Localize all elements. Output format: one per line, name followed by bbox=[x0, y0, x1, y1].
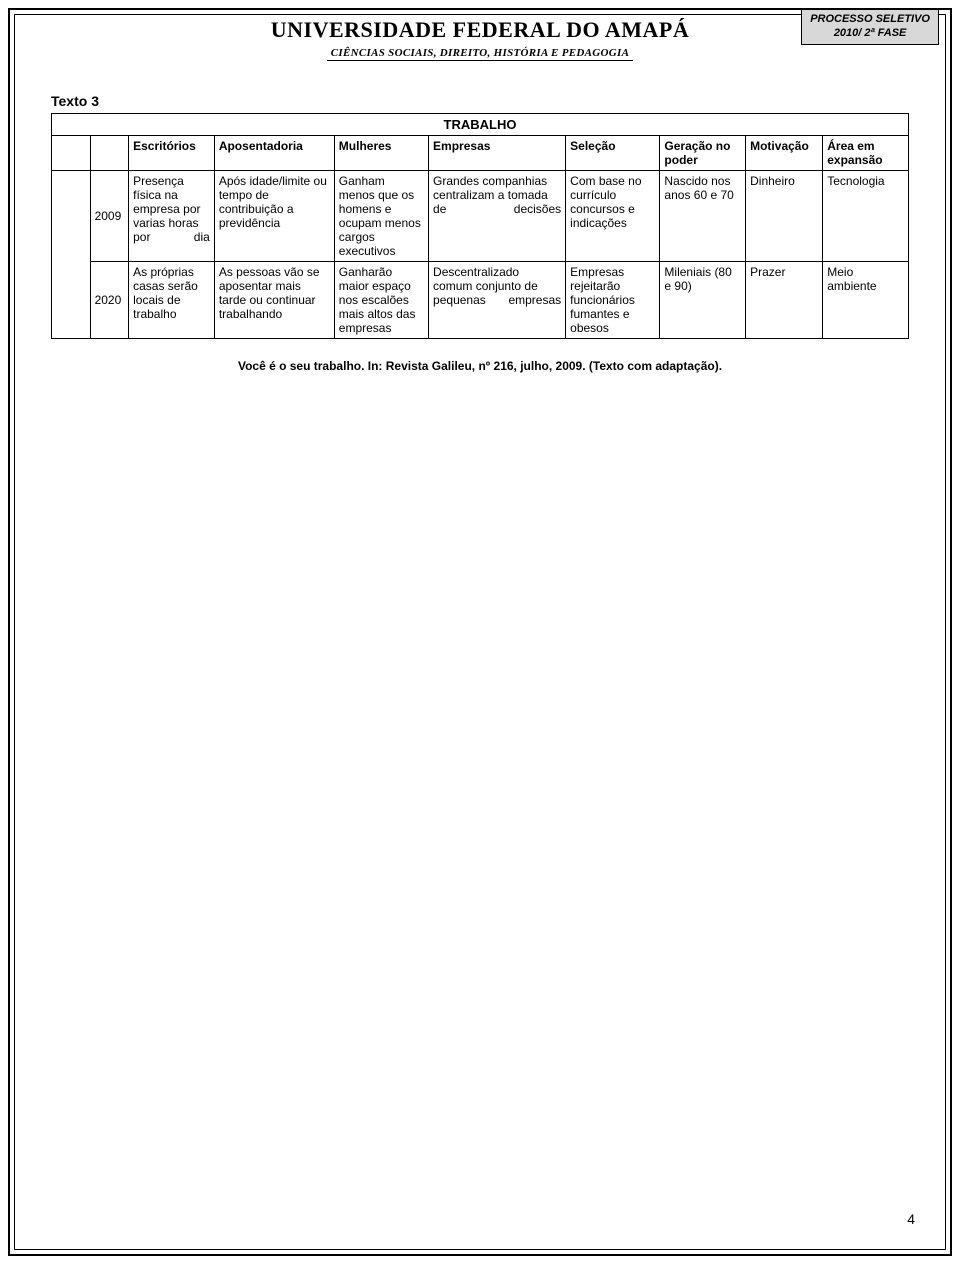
table-title: TRABALHO bbox=[52, 114, 909, 136]
inner-border: UNIVERSIDADE FEDERAL DO AMAPÁ CIÊNCIAS S… bbox=[14, 14, 946, 1250]
header-empresas: Empresas bbox=[429, 136, 566, 171]
page: UNIVERSIDADE FEDERAL DO AMAPÁ CIÊNCIAS S… bbox=[0, 0, 960, 1264]
content-area: Texto 3 TRABALHO bbox=[15, 63, 945, 373]
cell-year-2009: 2009 bbox=[90, 171, 129, 262]
page-number: 4 bbox=[907, 1211, 915, 1227]
university-title: UNIVERSIDADE FEDERAL DO AMAPÁ bbox=[23, 17, 937, 43]
cell-empresas-2009: Grandes companhias centralizam a tomada … bbox=[429, 171, 566, 262]
table-header-row: Escritórios Aposentadoria Mulheres Empre… bbox=[52, 136, 909, 171]
trabalho-table: TRABALHO Escritórios Aposentadoria Mulhe… bbox=[51, 113, 909, 339]
header-aposentadoria: Aposentadoria bbox=[214, 136, 334, 171]
cell-aposentadoria-2020: As pessoas vão se aposentar mais tarde o… bbox=[214, 262, 334, 339]
cell-mulheres-2009: Ganham menos que os homens e ocupam meno… bbox=[334, 171, 428, 262]
section-label: Texto 3 bbox=[51, 93, 909, 109]
header-selecao: Seleção bbox=[566, 136, 660, 171]
cell-motivacao-2009: Dinheiro bbox=[746, 171, 823, 262]
citation-text: Você é o seu trabalho. In: Revista Galil… bbox=[51, 359, 909, 373]
document-header: UNIVERSIDADE FEDERAL DO AMAPÁ CIÊNCIAS S… bbox=[15, 15, 945, 63]
header-escritorios: Escritórios bbox=[129, 136, 215, 171]
cell-motivacao-2020: Prazer bbox=[746, 262, 823, 339]
cell-year-2020: 2020 bbox=[90, 262, 129, 339]
row-blank bbox=[52, 171, 91, 339]
header-blank-1 bbox=[52, 136, 91, 171]
cell-escritorios-2009: Presença física na empresa por varias ho… bbox=[129, 171, 215, 262]
table-title-row: TRABALHO bbox=[52, 114, 909, 136]
header-area: Área em expansão bbox=[823, 136, 909, 171]
cell-mulheres-2020: Ganharão maior espaço nos escalões mais … bbox=[334, 262, 428, 339]
university-subtitle-wrap: CIÊNCIAS SOCIAIS, DIREITO, HISTÓRIA E PE… bbox=[23, 43, 937, 61]
header-geracao: Geração no poder bbox=[660, 136, 746, 171]
header-mulheres: Mulheres bbox=[334, 136, 428, 171]
cell-geracao-2020: Mileniais (80 e 90) bbox=[660, 262, 746, 339]
table-row: 2009 Presença física na empresa por vari… bbox=[52, 171, 909, 262]
badge-line-2: 2010/ 2ª FASE bbox=[810, 27, 930, 41]
cell-area-2009: Tecnologia bbox=[823, 171, 909, 262]
cell-area-2020: Meio ambiente bbox=[823, 262, 909, 339]
university-subtitle: CIÊNCIAS SOCIAIS, DIREITO, HISTÓRIA E PE… bbox=[327, 47, 633, 61]
cell-empresas-2020: Descentralizado comum conjunto de pequen… bbox=[429, 262, 566, 339]
cell-selecao-2020: Empresas rejeitarão funcionários fumante… bbox=[566, 262, 660, 339]
cell-selecao-2009: Com base no currículo concursos e indica… bbox=[566, 171, 660, 262]
badge-line-1: PROCESSO SELETIVO bbox=[810, 13, 930, 27]
cell-aposentadoria-2009: Após idade/limite ou tempo de contribuiç… bbox=[214, 171, 334, 262]
header-motivacao: Motivação bbox=[746, 136, 823, 171]
cell-escritorios-2020: As próprias casas serão locais de trabal… bbox=[129, 262, 215, 339]
cell-geracao-2009: Nascido nos anos 60 e 70 bbox=[660, 171, 746, 262]
header-center: UNIVERSIDADE FEDERAL DO AMAPÁ CIÊNCIAS S… bbox=[23, 17, 937, 61]
table-row: 2020 As próprias casas serão locais de t… bbox=[52, 262, 909, 339]
process-badge: PROCESSO SELETIVO 2010/ 2ª FASE bbox=[801, 9, 939, 45]
header-blank-2 bbox=[90, 136, 129, 171]
